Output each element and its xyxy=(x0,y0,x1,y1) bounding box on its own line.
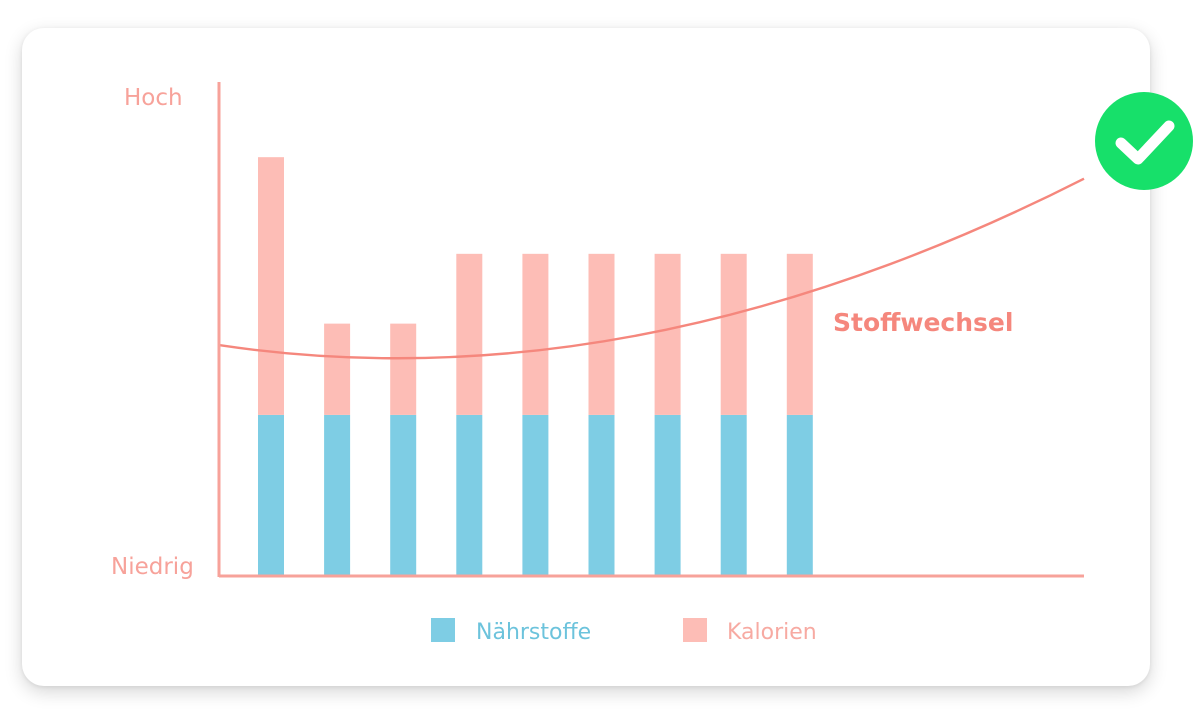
bar-naehrstoffe-4 xyxy=(456,414,483,576)
bar-kalorien-5 xyxy=(522,253,549,415)
check-mark-icon xyxy=(1115,120,1175,165)
stoffwechsel-curve xyxy=(218,177,1085,360)
legend-swatch-naehrstoffe xyxy=(431,618,455,642)
bar-naehrstoffe-9 xyxy=(786,414,813,576)
bar-naehrstoffe-3 xyxy=(390,414,417,576)
bar-kalorien-1 xyxy=(258,157,284,415)
bar-naehrstoffe-6 xyxy=(588,414,615,576)
legend-swatch-kalorien xyxy=(683,618,707,642)
bar-naehrstoffe-2 xyxy=(324,414,351,576)
bar-kalorien-2 xyxy=(324,323,351,415)
check-circle-icon xyxy=(1095,92,1193,190)
y-axis-label-top: Hoch xyxy=(124,85,183,111)
curve-label: Stoffwechsel xyxy=(833,308,1013,337)
bar-kalorien-9 xyxy=(786,253,813,415)
legend-label-kalorien: Kalorien xyxy=(727,620,817,645)
bar-kalorien-6 xyxy=(588,253,615,415)
bar-naehrstoffe-8 xyxy=(720,414,747,576)
bar-naehrstoffe-1 xyxy=(258,414,284,576)
bar-kalorien-3 xyxy=(390,323,417,415)
status-check-icon xyxy=(1095,92,1193,190)
bar-kalorien-4 xyxy=(456,253,483,415)
legend-label-naehrstoffe: Nährstoffe xyxy=(476,620,591,645)
legend: Nährstoffe Kalorien xyxy=(431,618,817,645)
bar-naehrstoffe-5 xyxy=(522,414,549,576)
bar-naehrstoffe-7 xyxy=(654,414,681,576)
bar-kalorien-8 xyxy=(720,253,747,415)
bars-group xyxy=(258,157,813,576)
y-axis-label-bottom: Niedrig xyxy=(111,554,194,580)
bar-kalorien-7 xyxy=(654,253,681,415)
